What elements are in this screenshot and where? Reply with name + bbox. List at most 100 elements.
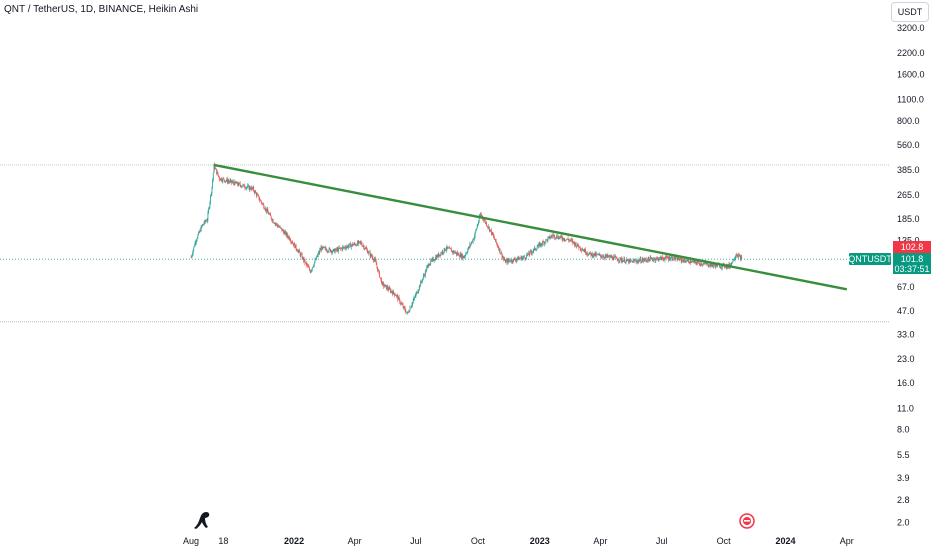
candle-body xyxy=(202,224,204,225)
candle-body xyxy=(719,264,720,268)
candle-body xyxy=(413,297,415,301)
candle-body xyxy=(717,264,718,267)
candle-body xyxy=(200,226,202,232)
candle-body xyxy=(263,204,265,209)
candle-body xyxy=(301,254,303,259)
currency-button[interactable]: USDT xyxy=(891,2,929,22)
candle-body xyxy=(503,258,505,261)
event-marker-icon[interactable] xyxy=(739,513,755,529)
candle-body xyxy=(378,270,380,272)
candle-body xyxy=(434,259,436,261)
candle-body xyxy=(498,247,500,251)
candle-body xyxy=(253,187,255,191)
candle-body xyxy=(569,240,571,241)
candle-body xyxy=(670,257,672,260)
candle-body xyxy=(439,254,441,256)
candle-body xyxy=(386,286,388,290)
candle-body xyxy=(274,223,275,224)
candle-body xyxy=(249,187,251,190)
candle-body xyxy=(308,267,310,268)
time-tick-label: Apr xyxy=(840,536,854,546)
candle-body xyxy=(424,270,426,276)
time-tick-label: Apr xyxy=(348,536,362,546)
price-tick-label: 2.0 xyxy=(897,518,910,528)
candle-body xyxy=(605,254,607,257)
candle-body xyxy=(193,246,195,251)
candle-body xyxy=(354,243,356,245)
candle-body xyxy=(654,258,656,261)
candle-body xyxy=(494,238,496,240)
candle-body xyxy=(639,260,640,262)
candle-body xyxy=(289,239,291,241)
trendline[interactable] xyxy=(213,163,848,291)
candle-body xyxy=(322,246,324,248)
candle-body xyxy=(649,259,650,262)
candle-body xyxy=(489,229,491,231)
candle-body xyxy=(416,291,418,294)
candle-body xyxy=(312,266,314,268)
candle-body xyxy=(262,203,264,205)
candle-body xyxy=(403,306,405,308)
candle-body xyxy=(438,253,440,257)
candle-body xyxy=(697,261,699,263)
candle-body xyxy=(412,301,413,305)
candle-body xyxy=(536,249,537,251)
candle-body xyxy=(708,266,710,267)
candle-body xyxy=(415,293,417,297)
candle-body xyxy=(453,251,455,254)
candle-body xyxy=(552,235,554,237)
candle-body xyxy=(738,255,740,256)
candle-body xyxy=(337,248,339,252)
candle-body xyxy=(217,172,219,176)
candle-body xyxy=(655,257,657,260)
price-tick-label: 16.0 xyxy=(897,378,915,388)
time-tick-label: Apr xyxy=(593,536,607,546)
candle-body xyxy=(735,255,737,257)
candle-body xyxy=(508,259,510,261)
candle-body xyxy=(719,267,721,268)
candle-body xyxy=(623,258,625,261)
candle-body xyxy=(387,286,389,290)
candle-body xyxy=(525,255,527,259)
candle-body xyxy=(705,262,706,264)
candle-body xyxy=(213,164,215,173)
candle-body xyxy=(212,172,214,180)
candle-body xyxy=(315,259,317,261)
candle-body xyxy=(532,250,534,252)
candle-body xyxy=(511,259,512,262)
candle-body xyxy=(272,219,274,223)
candle-body xyxy=(237,182,238,185)
candle-body xyxy=(612,256,613,260)
candle-body xyxy=(702,264,704,266)
candle-body xyxy=(541,244,543,246)
candle-body xyxy=(651,258,653,260)
candle-body xyxy=(515,259,516,261)
price-tick-label: 23.0 xyxy=(897,354,915,364)
candle-body xyxy=(464,255,466,257)
candle-body xyxy=(529,251,531,255)
candle-body xyxy=(739,255,741,257)
time-axis[interactable]: Aug 18 2022 Apr Jul Oct 2023 Apr Jul Oct 2024 Apr xyxy=(183,536,854,546)
candle-body xyxy=(286,233,288,237)
candle-body xyxy=(565,239,567,241)
candle-body xyxy=(513,258,514,262)
candle-body xyxy=(663,259,665,261)
candle-body xyxy=(307,265,309,268)
candle-body xyxy=(733,259,735,261)
candle-body xyxy=(192,250,194,255)
candle-body xyxy=(435,257,436,260)
price-axis[interactable]: 3200.0 2200.0 1600.0 1100.0 800.0 560.0 385.0 2… xyxy=(897,23,925,528)
candle-body xyxy=(354,244,356,246)
candle-body xyxy=(495,239,497,243)
candle-body xyxy=(683,258,685,262)
candle-body xyxy=(684,258,685,261)
candle-body xyxy=(556,235,558,238)
candle-body xyxy=(240,185,242,187)
horizontal-levels xyxy=(0,164,890,323)
candle-body xyxy=(486,222,488,226)
candle-body xyxy=(340,248,342,249)
price-tick-label: 3.9 xyxy=(897,473,910,483)
candle-body xyxy=(299,252,301,256)
